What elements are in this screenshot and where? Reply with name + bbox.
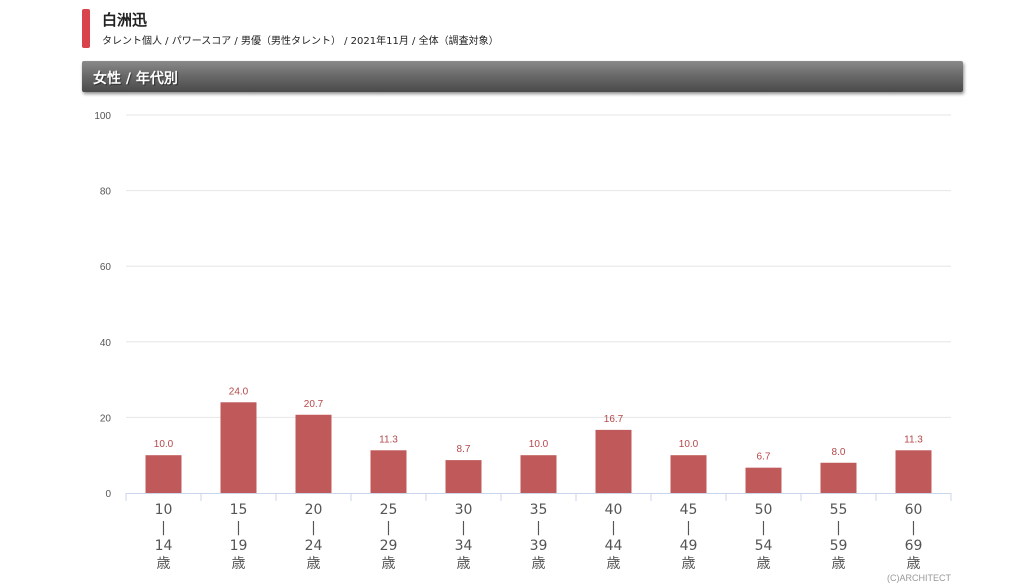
section-header: 女性 / 年代別 bbox=[82, 61, 963, 92]
x-category-label: | bbox=[761, 520, 766, 536]
x-category-label: | bbox=[536, 520, 541, 536]
x-category-label: 29 bbox=[380, 538, 398, 554]
bar bbox=[295, 414, 332, 493]
bar-value-label: 24.0 bbox=[229, 386, 249, 397]
bar-value-label: 20.7 bbox=[304, 399, 324, 410]
y-tick-label: 40 bbox=[100, 338, 112, 349]
bar bbox=[895, 450, 932, 493]
x-category-label: 10 bbox=[155, 502, 173, 518]
bar bbox=[745, 467, 782, 493]
x-category-label: | bbox=[911, 520, 916, 536]
x-category-label: 39 bbox=[530, 538, 548, 554]
x-category-label: 54 bbox=[755, 538, 773, 554]
x-category-label: 歳 bbox=[157, 556, 171, 572]
x-category-label: 歳 bbox=[532, 556, 546, 572]
x-category-label: 60 bbox=[905, 502, 923, 518]
x-category-label: 歳 bbox=[607, 556, 621, 572]
x-category-label: | bbox=[161, 520, 166, 536]
bar-value-label: 8.7 bbox=[457, 444, 471, 455]
section-title: 女性 / 年代別 bbox=[93, 71, 178, 87]
bar bbox=[145, 455, 182, 493]
x-category-label: 50 bbox=[755, 502, 773, 518]
x-category-label: 24 bbox=[305, 538, 323, 554]
x-category-label: 59 bbox=[830, 538, 848, 554]
bar bbox=[370, 450, 407, 493]
x-category-label: 歳 bbox=[907, 556, 921, 572]
x-category-label: 14 bbox=[155, 538, 173, 554]
bar bbox=[220, 402, 257, 493]
x-category-label: 69 bbox=[905, 538, 923, 554]
title-accent-bar bbox=[82, 9, 90, 48]
y-tick-label: 20 bbox=[100, 413, 112, 424]
x-category-label: 20 bbox=[305, 502, 323, 518]
x-category-label: | bbox=[311, 520, 316, 536]
bar bbox=[670, 455, 707, 493]
bar-value-label: 10.0 bbox=[679, 439, 699, 450]
bar bbox=[520, 455, 557, 493]
bar bbox=[595, 429, 632, 493]
y-tick-label: 60 bbox=[100, 262, 112, 273]
x-category-label: 歳 bbox=[307, 556, 321, 572]
x-category-label: 歳 bbox=[682, 556, 696, 572]
x-category-label: 49 bbox=[680, 538, 698, 554]
x-category-label: 15 bbox=[230, 502, 248, 518]
x-category-label: | bbox=[386, 520, 391, 536]
bar-value-label: 11.3 bbox=[379, 434, 398, 445]
bar-value-label: 16.7 bbox=[604, 414, 624, 425]
x-category-label: 35 bbox=[530, 502, 548, 518]
x-category-label: | bbox=[236, 520, 241, 536]
bar-value-label: 8.0 bbox=[832, 447, 846, 458]
bar bbox=[445, 460, 482, 493]
x-category-label: 25 bbox=[380, 502, 398, 518]
x-category-label: 44 bbox=[605, 538, 623, 554]
x-category-label: 30 bbox=[455, 502, 473, 518]
y-tick-label: 80 bbox=[100, 187, 112, 198]
bar-value-label: 6.7 bbox=[757, 452, 771, 463]
x-category-label: 歳 bbox=[832, 556, 846, 572]
bar-value-label: 10.0 bbox=[154, 439, 174, 450]
x-category-label: 19 bbox=[230, 538, 248, 554]
x-category-label: 歳 bbox=[457, 556, 471, 572]
bar bbox=[820, 462, 857, 493]
x-category-label: 歳 bbox=[757, 556, 771, 572]
page-title: 白洲迅 bbox=[102, 11, 148, 29]
y-tick-label: 100 bbox=[94, 111, 111, 122]
bar-value-label: 11.3 bbox=[904, 434, 923, 445]
copyright-text: (C)ARCHITECT bbox=[887, 573, 951, 583]
x-category-label: | bbox=[461, 520, 466, 536]
x-category-label: | bbox=[686, 520, 691, 536]
y-tick-label: 0 bbox=[105, 489, 111, 500]
bar-value-label: 10.0 bbox=[529, 439, 549, 450]
x-category-label: 55 bbox=[830, 502, 848, 518]
x-category-label: 40 bbox=[605, 502, 623, 518]
x-category-label: 34 bbox=[455, 538, 473, 554]
x-category-label: 歳 bbox=[232, 556, 246, 572]
x-category-label: | bbox=[836, 520, 841, 536]
x-category-label: 45 bbox=[680, 502, 698, 518]
x-category-label: 歳 bbox=[382, 556, 396, 572]
x-category-label: | bbox=[611, 520, 616, 536]
page-subtitle: タレント個人 / パワースコア / 男優（男性タレント） / 2021年11月 … bbox=[102, 36, 499, 47]
